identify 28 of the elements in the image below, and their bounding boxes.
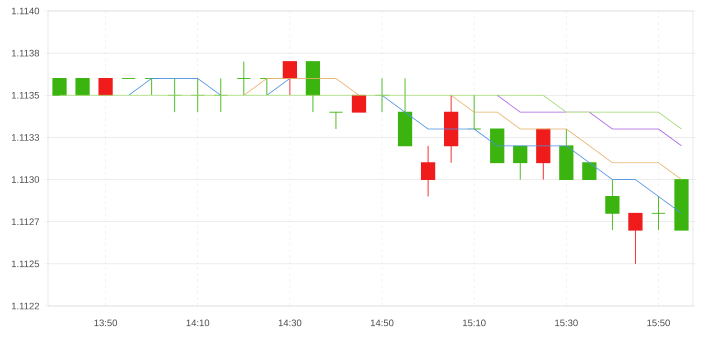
candlestick <box>651 196 666 231</box>
candlestick <box>328 112 344 130</box>
candlestick <box>98 78 113 96</box>
candlestick <box>582 162 596 180</box>
candlestick <box>628 212 643 264</box>
y-tick-label: 1.1140 <box>12 8 40 14</box>
candlestick <box>605 179 620 231</box>
x-tick-label: 15:30 <box>555 320 578 326</box>
candlestick <box>75 78 90 96</box>
y-tick-label: 1.1138 <box>12 50 40 56</box>
candlestick <box>420 145 436 197</box>
candlestick <box>513 145 528 180</box>
candlestick <box>282 61 298 96</box>
x-tick-label: 14:10 <box>186 320 210 326</box>
x-tick-label: 13:50 <box>94 320 118 326</box>
x-tick-label: 14:50 <box>370 320 394 326</box>
y-tick-label: 1.1135 <box>12 92 40 99</box>
x-tick-label: 15:10 <box>463 320 486 326</box>
candlestick <box>236 61 251 96</box>
y-tick-label: 1.1133 <box>12 134 40 141</box>
y-tick-label: 1.1125 <box>12 260 40 268</box>
y-tick-label: 1.1130 <box>12 176 40 183</box>
candlestick <box>52 78 67 96</box>
x-tick-label: 15:50 <box>647 320 670 326</box>
y-tick-label: 1.1122 <box>12 302 40 310</box>
y-tick-label: 1.1127 <box>12 218 40 226</box>
candlestick <box>352 94 366 113</box>
x-tick-label: 14:30 <box>278 320 302 326</box>
